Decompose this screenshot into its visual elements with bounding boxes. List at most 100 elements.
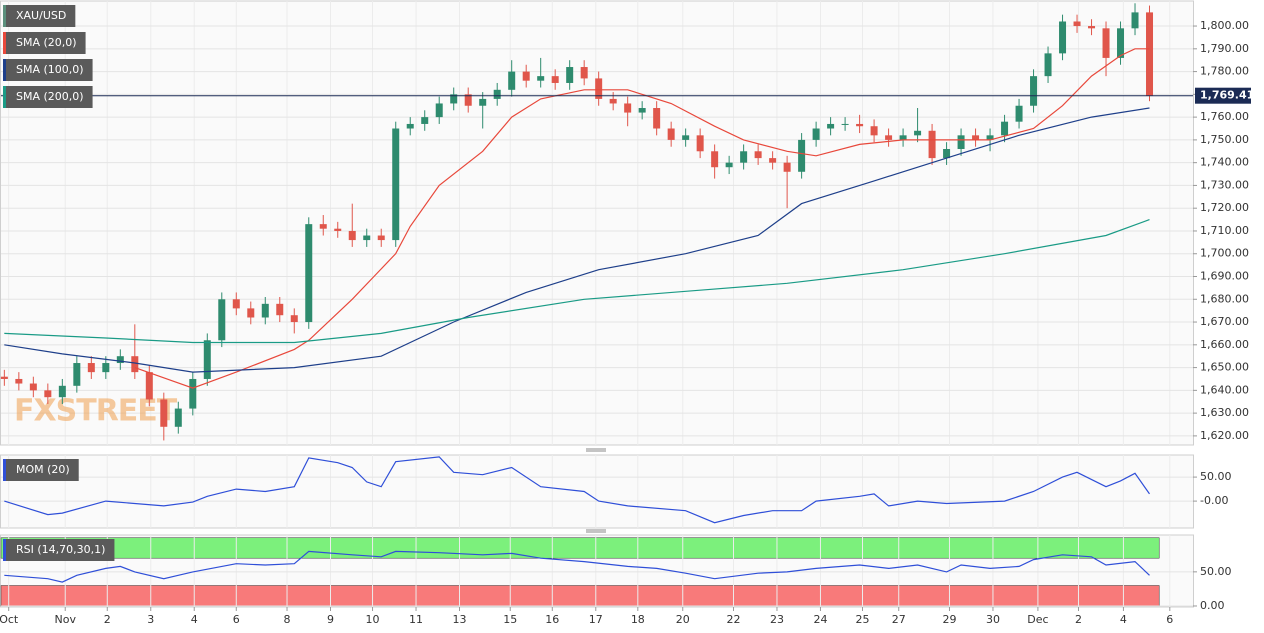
x-tick-label: 13 [453,613,467,626]
last-price-box [1195,87,1251,104]
candle-body [0,376,8,379]
candle-body [653,108,661,129]
legend-label: XAU/USD [16,9,66,22]
candle-body [856,123,864,127]
candle-body [464,94,472,106]
y-tick-label: 1,690.00 [1200,270,1249,283]
y-tick-label: 0.00 [1200,599,1225,612]
candle-body [1059,21,1067,54]
candle-body [1088,26,1096,29]
candle-body [1044,53,1052,77]
candle-body [566,67,574,83]
candle-body [160,399,168,427]
candle-body [624,103,632,113]
candle-body [957,135,965,149]
legend-label: SMA (200,0) [16,90,84,103]
y-tick-label: 1,650.00 [1200,361,1249,374]
legend-swatch [3,459,6,481]
legend-box [3,59,93,81]
candle-body [508,71,516,90]
legend-box [3,86,93,108]
candle-body [682,135,690,140]
series-line [134,48,1150,389]
y-tick-label: 1,640.00 [1200,383,1249,396]
panel [0,454,1194,529]
candle-body [1117,28,1125,58]
candle-body [595,78,603,99]
candle-body [638,108,646,113]
candle-body [247,308,255,318]
candle-body [885,135,893,140]
legend-label: SMA (100,0) [16,63,84,76]
x-tick-label: 2 [104,613,111,626]
x-tick-label: 17 [589,613,603,626]
candle-body [798,139,806,172]
candle-body [580,67,588,79]
legend-label: SMA (20,0) [16,36,77,49]
candle-body [740,151,748,163]
candle-body [319,224,327,229]
legend-box [3,459,79,481]
candle-body [116,356,124,364]
y-tick-label: 1,620.00 [1200,429,1249,442]
y-tick-label: 1,700.00 [1200,247,1249,260]
x-tick-label: 3 [147,613,154,626]
legend-label: MOM (20) [16,463,70,476]
candle-body [551,76,559,83]
candle-body [261,303,269,318]
candle-body [928,130,936,159]
y-tick-label: 1,800.00 [1200,19,1249,32]
candle-body [145,372,153,400]
x-tick-label: 22 [726,613,740,626]
x-tick-label: 10 [366,613,380,626]
candle-body [1030,76,1038,106]
candle-body [870,126,878,136]
candle-body [87,363,95,373]
y-tick-label: 50.00 [1200,565,1232,578]
candle-body [986,135,994,140]
candle-body [696,135,704,152]
x-tick-label: Oct [0,613,19,626]
y-tick-label: 1,750.00 [1200,133,1249,146]
y-tick-label: 1,630.00 [1200,406,1249,419]
candle-body [435,103,443,118]
x-tick-label: 24 [813,613,827,626]
x-tick-label: 2 [1075,613,1082,626]
y-tick-label: 1,720.00 [1200,201,1249,214]
candle-body [667,128,675,140]
candle-body [827,123,835,129]
legend-swatch [3,59,6,81]
x-tick-label: 4 [1120,613,1127,626]
candle-body [1131,12,1139,29]
candle-body [305,224,313,323]
legend-box [3,539,115,561]
band [0,537,1160,559]
x-tick-label: Nov [54,613,76,626]
panel [0,0,1194,446]
x-tick-label: 8 [284,613,291,626]
candle-body [522,71,530,81]
candle-body [1015,105,1023,122]
candle-body [812,128,820,140]
x-tick-label: 15 [503,613,517,626]
candle-body [189,378,197,409]
candle-body [783,162,791,172]
legend-box [3,5,76,27]
candle-body [943,149,951,159]
y-tick-label: 1,680.00 [1200,292,1249,305]
x-tick-label: Dec [1027,613,1048,626]
series-line [4,107,1150,373]
y-tick-label: 1,730.00 [1200,178,1249,191]
candle-body [218,299,226,341]
candle-body [232,299,240,309]
candle-body [493,89,501,99]
candle-body [537,76,545,81]
legend-label: RSI (14,70,30,1) [16,543,105,556]
y-tick-label: 50.00 [1200,470,1232,483]
candle-body [29,383,37,391]
x-tick-label: 11 [409,613,423,626]
candle-body [1001,121,1009,136]
candle-body [841,123,849,125]
candle-body [131,356,139,373]
